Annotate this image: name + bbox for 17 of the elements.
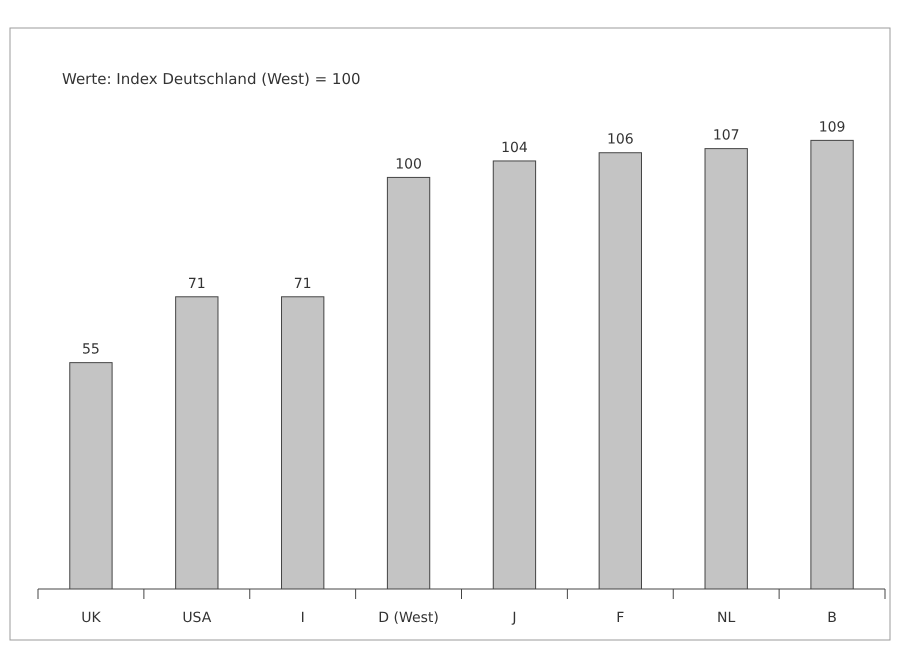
- x-tick-label: F: [616, 610, 624, 626]
- data-label: 55: [82, 342, 100, 358]
- data-label: 71: [294, 276, 312, 292]
- x-tick-label: J: [511, 610, 517, 626]
- x-tick-label: USA: [182, 610, 212, 626]
- data-label: 109: [818, 119, 846, 136]
- x-tick-label: I: [300, 610, 305, 626]
- data-label: 100: [395, 156, 422, 172]
- x-tick-label: B: [827, 610, 837, 626]
- data-label: 106: [606, 132, 634, 148]
- chart-title: Werte: Index Deutschland (West) = 100: [62, 70, 361, 88]
- x-tick-label: D (West): [378, 610, 439, 626]
- x-tick-label: NL: [717, 610, 736, 626]
- data-label: 104: [501, 140, 528, 156]
- data-label: 71: [188, 276, 206, 292]
- x-tick-label: UK: [81, 610, 102, 626]
- data-label: 107: [712, 128, 740, 144]
